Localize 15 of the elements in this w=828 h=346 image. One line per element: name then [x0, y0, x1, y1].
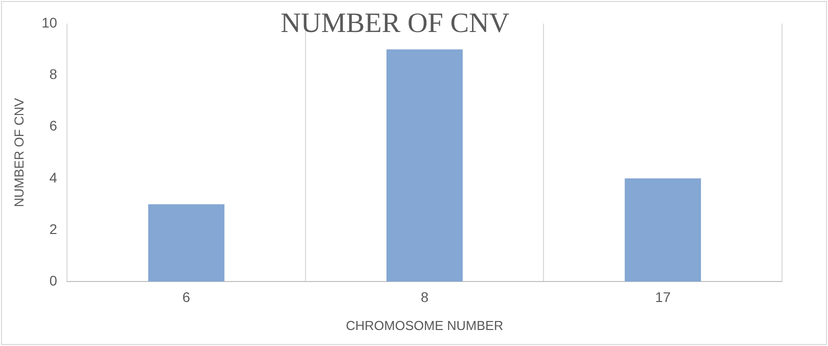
x-axis-title: CHROMOSOME NUMBER [346, 318, 504, 333]
y-tick-label: 6 [49, 118, 58, 134]
x-tick-label: 17 [655, 288, 671, 305]
y-tick-label: 8 [49, 66, 58, 82]
bar [624, 178, 701, 282]
x-tick-label: 8 [420, 288, 429, 305]
y-tick-label: 10 [42, 14, 58, 30]
bar [148, 204, 224, 282]
y-tick-label: 0 [49, 272, 58, 288]
y-tick-label: 2 [49, 220, 58, 237]
chart-title: NUMBER OF CNV [280, 8, 510, 40]
x-tick-label: 6 [182, 288, 190, 305]
y-axis-title: NUMBER OF CNV [11, 98, 26, 208]
bar [386, 49, 463, 282]
y-tick-label: 4 [49, 169, 58, 186]
